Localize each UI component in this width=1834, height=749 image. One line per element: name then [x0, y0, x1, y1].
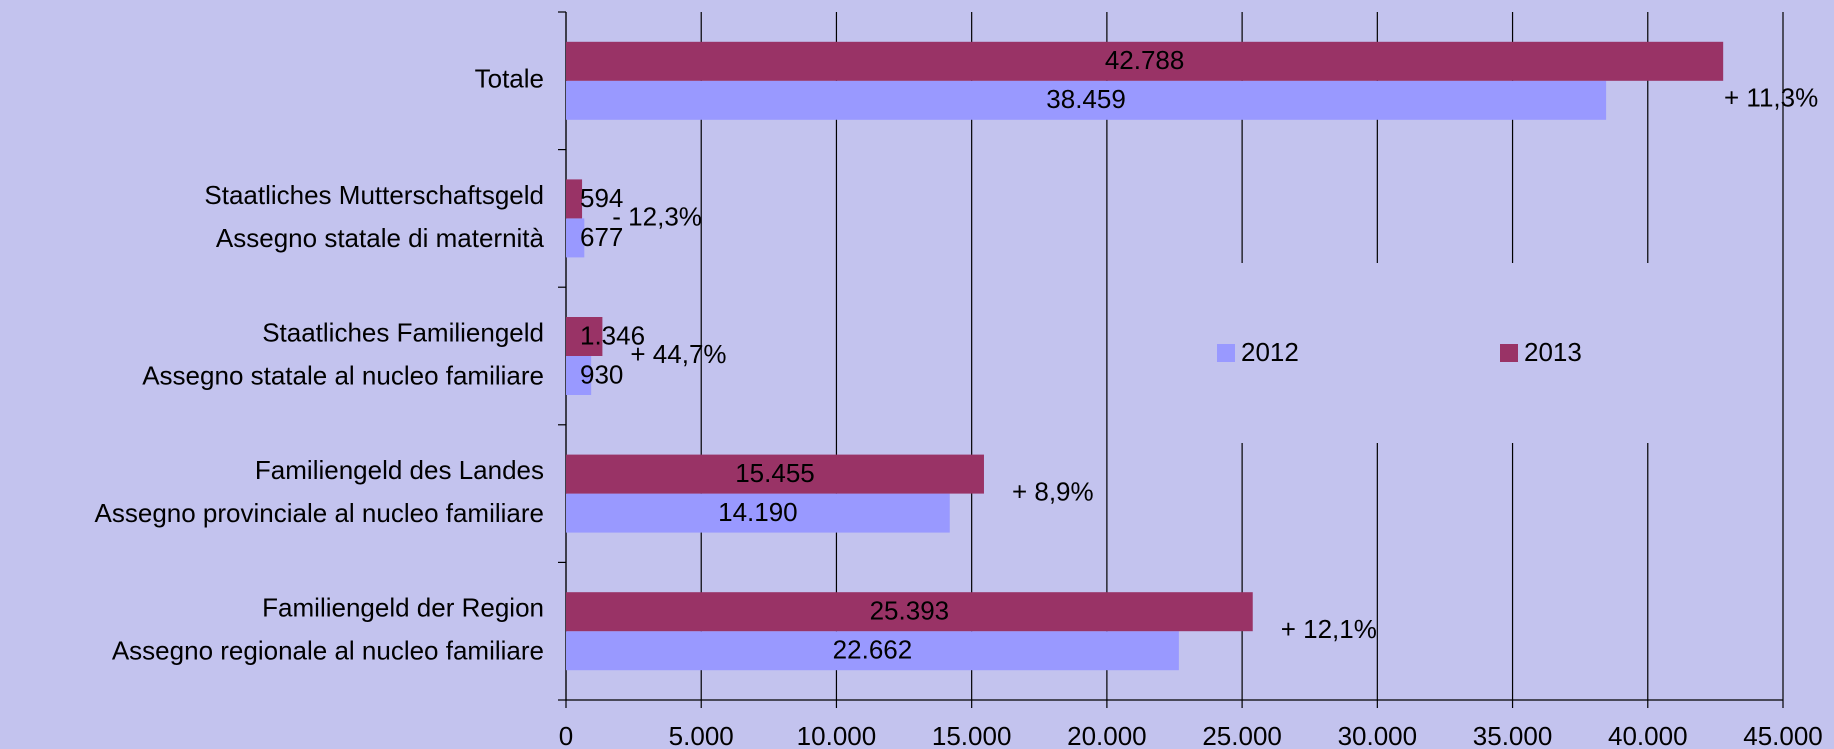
bar: [566, 218, 585, 258]
legend-background: [1170, 263, 1780, 443]
x-tick-label: 10.000: [797, 721, 877, 749]
annotation: + 44,7%: [630, 339, 726, 369]
legend-label: 2012: [1241, 337, 1299, 367]
value-label: 15.455: [735, 458, 815, 488]
category-label: Staatliches Familiengeld: [262, 317, 544, 347]
value-label: 42.788: [1105, 45, 1185, 75]
bar: [566, 317, 603, 356]
category-label: Assegno statale al nucleo familiare: [142, 360, 544, 390]
bar: [566, 356, 592, 395]
bar: [566, 454, 984, 494]
category-label: Assegno statale di maternità: [216, 223, 545, 253]
value-label: 930: [580, 359, 623, 389]
x-tick-label: 15.000: [932, 721, 1012, 749]
bar: [566, 179, 583, 219]
bar: [566, 493, 950, 533]
value-label: 22.662: [833, 635, 913, 665]
x-tick-label: 30.000: [1338, 721, 1418, 749]
annotation: - 12,3%: [612, 201, 702, 231]
x-tick-label: 5.000: [669, 721, 734, 749]
value-label: 14.190: [718, 497, 798, 527]
value-label: 594: [580, 183, 623, 213]
value-label: 1.346: [580, 320, 645, 350]
legend-swatch: [1217, 344, 1235, 362]
bar: [566, 592, 1253, 632]
value-label: 677: [580, 222, 623, 252]
bar: [566, 631, 1179, 671]
x-tick-label: 35.000: [1473, 721, 1553, 749]
annotation: + 11,3%: [1724, 83, 1818, 113]
annotation: + 8,9%: [1012, 476, 1094, 506]
category-label: Assegno provinciale al nucleo familiare: [95, 498, 544, 528]
bar: [566, 41, 1724, 81]
category-label: Familiengeld der Region: [262, 593, 544, 623]
value-label: 38.459: [1046, 84, 1126, 114]
category-label: Assegno regionale al nucleo familiare: [112, 636, 544, 666]
x-tick-label: 45.000: [1743, 721, 1823, 749]
x-tick-label: 40.000: [1608, 721, 1688, 749]
x-tick-label: 0: [559, 721, 573, 749]
annotation: + 12,1%: [1281, 614, 1377, 644]
legend-swatch: [1500, 344, 1518, 362]
legend-label: 2013: [1524, 337, 1582, 367]
x-tick-label: 25.000: [1202, 721, 1282, 749]
x-tick-label: 20.000: [1067, 721, 1147, 749]
category-label: Familiengeld des Landes: [255, 455, 544, 485]
bar: [566, 80, 1607, 120]
value-label: 25.393: [870, 596, 950, 626]
category-label: Totale: [475, 64, 544, 94]
category-label: Staatliches Mutterschaftsgeld: [204, 180, 544, 210]
